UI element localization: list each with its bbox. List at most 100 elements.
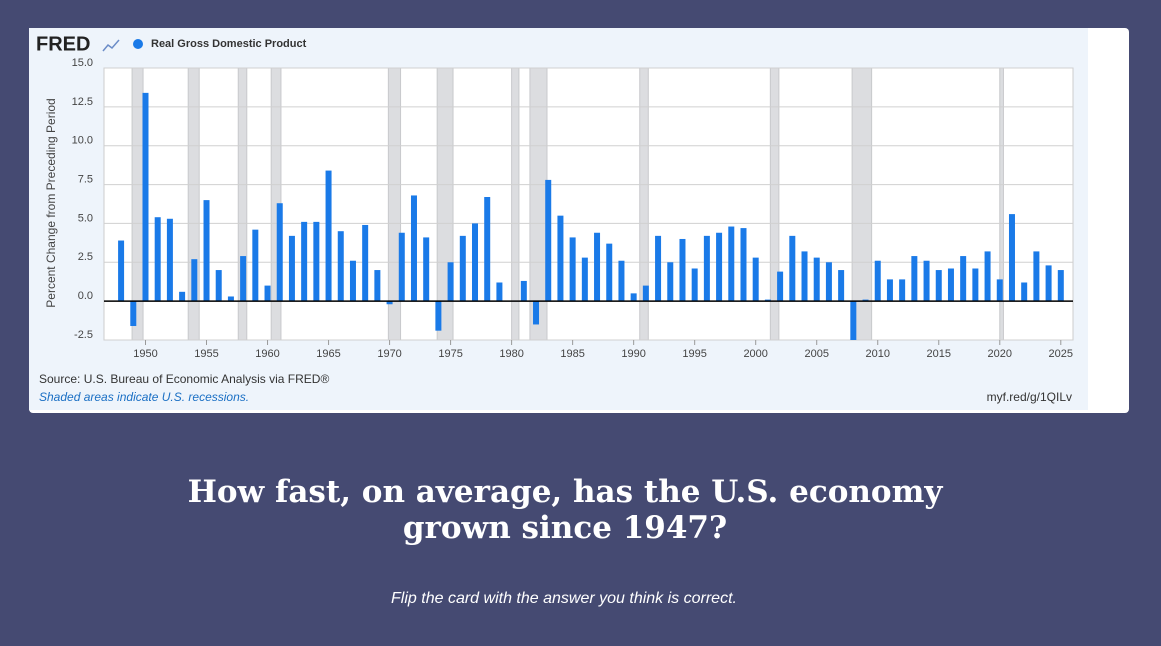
- bar: [203, 200, 210, 302]
- bar: [240, 256, 247, 302]
- recession-band: [851, 67, 873, 341]
- x-tick-label: 2020: [988, 348, 1012, 360]
- bar: [252, 229, 259, 302]
- bar: [667, 262, 674, 302]
- bar: [594, 232, 601, 302]
- bar: [264, 285, 271, 302]
- bar: [1008, 214, 1015, 302]
- bar: [984, 251, 991, 302]
- instruction: Flip the card with the answer you think …: [391, 590, 737, 607]
- bar: [728, 226, 735, 302]
- link[interactable]: myf.red/g/1QILv: [987, 390, 1072, 404]
- bar: [459, 235, 466, 302]
- bar: [886, 279, 893, 302]
- y-tick-label: 0.0: [78, 290, 93, 302]
- bar: [288, 235, 295, 302]
- bar: [972, 268, 979, 302]
- x-tick-label: 1960: [255, 348, 279, 360]
- bar: [764, 299, 771, 302]
- bar: [789, 235, 796, 302]
- bar: [862, 299, 869, 302]
- bar: [996, 279, 1003, 302]
- bar: [752, 257, 759, 302]
- x-tick-label: 2010: [865, 348, 889, 360]
- bar: [484, 197, 491, 302]
- bar: [899, 279, 906, 302]
- x-tick-label: 1970: [377, 348, 401, 360]
- recession-band: [511, 67, 520, 341]
- x-tick-label: 1980: [499, 348, 523, 360]
- bar: [679, 238, 686, 302]
- bar: [191, 259, 198, 302]
- bar: [533, 301, 540, 325]
- bar: [1057, 270, 1064, 302]
- bar: [325, 170, 332, 302]
- bar: [642, 285, 649, 302]
- bar: [630, 293, 637, 302]
- y-tick-label: -2.5: [74, 329, 93, 341]
- bar: [179, 291, 186, 302]
- bar: [349, 260, 356, 302]
- recession-band: [387, 67, 402, 341]
- x-tick-label: 1965: [316, 348, 340, 360]
- y-tick-label: 15.0: [72, 57, 93, 69]
- bar: [410, 195, 417, 302]
- bar: [545, 179, 552, 302]
- bar: [801, 251, 808, 302]
- bar: [557, 215, 564, 302]
- bar: [716, 232, 723, 302]
- bar: [850, 301, 857, 340]
- x-tick-label: 2005: [804, 348, 828, 360]
- bar: [313, 221, 320, 302]
- bar: [118, 240, 125, 302]
- bar: [581, 257, 588, 302]
- bar: [691, 268, 698, 302]
- bar: [911, 256, 918, 302]
- x-tick-label: 1995: [682, 348, 706, 360]
- x-tick-label: 1955: [194, 348, 218, 360]
- bar: [655, 235, 662, 302]
- bar: [227, 296, 234, 302]
- legend-label: Real Gross Domestic Product: [151, 38, 307, 50]
- y-tick-label: 2.5: [78, 251, 93, 263]
- bar: [447, 262, 454, 302]
- bar: [740, 228, 747, 302]
- bar: [1045, 265, 1052, 302]
- bar: [472, 223, 479, 302]
- bar: [520, 280, 527, 302]
- bar: [1033, 251, 1040, 302]
- bar: [435, 301, 442, 331]
- bar: [423, 237, 430, 302]
- bar: [301, 221, 308, 302]
- x-tick-label: 2015: [927, 348, 951, 360]
- bar: [374, 270, 381, 302]
- bar: [276, 203, 283, 302]
- bar: [337, 231, 344, 302]
- y-axis-label: Percent Change from Preceding Period: [44, 98, 58, 307]
- bar: [935, 270, 942, 302]
- bar: [362, 224, 369, 302]
- bar: [703, 235, 710, 302]
- bar: [960, 256, 967, 302]
- bar: [1021, 282, 1028, 302]
- y-tick-label: 5.0: [78, 212, 93, 224]
- bar: [838, 270, 845, 302]
- logo-icon: [102, 39, 120, 52]
- bar: [923, 260, 930, 302]
- bar: [496, 282, 503, 302]
- bar: [142, 92, 149, 302]
- bar: [777, 271, 784, 302]
- bar: [215, 270, 222, 302]
- bar: [618, 260, 625, 302]
- bar: [813, 257, 820, 302]
- heading: How fast, on average, has the U.S. econo…: [187, 474, 943, 546]
- bar: [398, 232, 405, 302]
- bar: [166, 218, 173, 302]
- bar: [569, 237, 576, 302]
- x-tick-label: 2000: [743, 348, 767, 360]
- bar: [386, 301, 393, 305]
- y-tick-label: 12.5: [72, 96, 93, 108]
- x-tick-label: 1975: [438, 348, 462, 360]
